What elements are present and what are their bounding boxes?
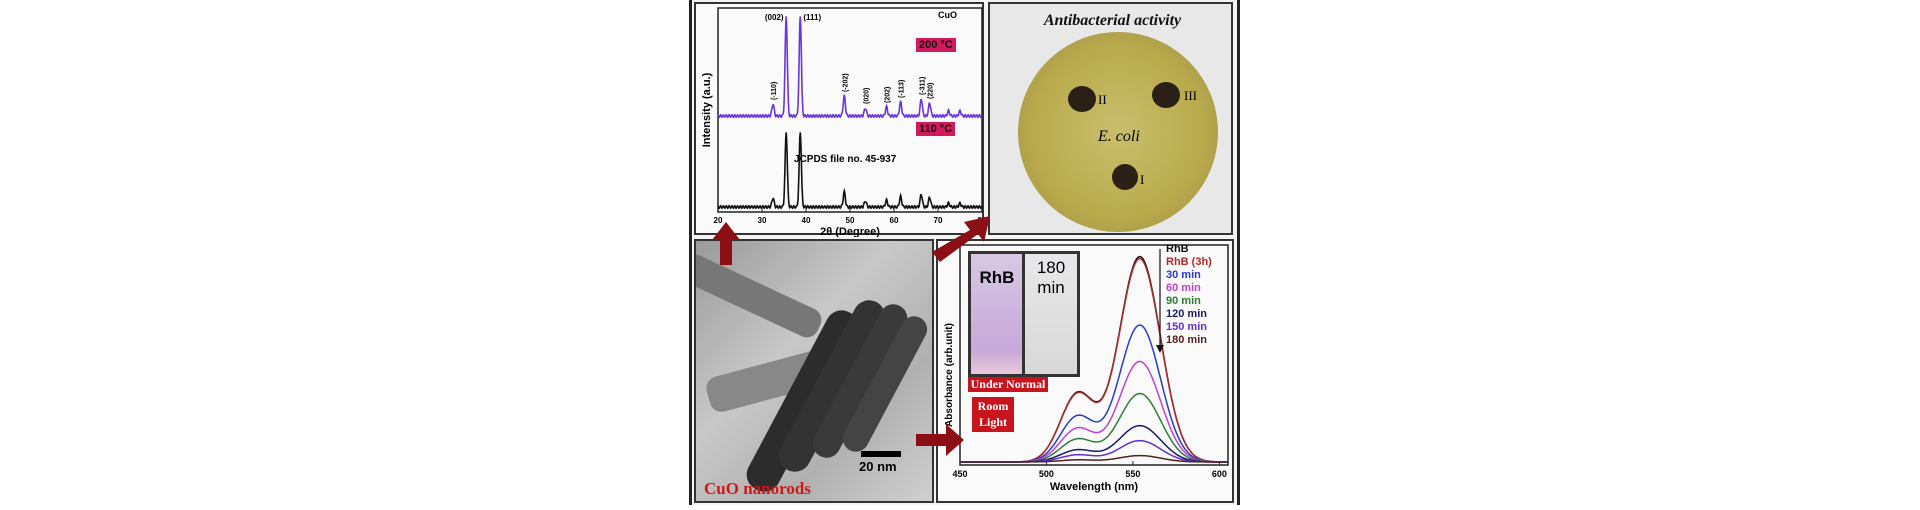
zone-label-1: I [1140, 172, 1145, 187]
legend-item: 120 min [1166, 308, 1207, 320]
x-tick-label: 550 [1125, 469, 1140, 479]
uv-legend: RhB RhB (3h) 30 min 60 min 90 min 120 min 150 … [1166, 243, 1212, 347]
inhibition-zone-2 [1068, 86, 1096, 112]
tem-label: CuO nanorods [704, 479, 811, 498]
peak-label: (-311) [919, 77, 926, 95]
x-tick-label: 70 [934, 216, 943, 225]
x-tick-label: 30 [758, 216, 767, 225]
peak-label: (-110) [771, 82, 778, 100]
legend-item: 90 min [1166, 295, 1201, 307]
peak-label: (002) [765, 13, 784, 22]
peak-label: (220) [928, 83, 935, 99]
peak-label: (111) [803, 13, 821, 22]
uv-curve-180-min [960, 454, 1228, 463]
zone-label-3: III [1184, 88, 1197, 103]
xrd-panel: 203040506070802θ (Degree)Intensity (a.u.… [694, 2, 987, 238]
y-axis-title: Intensity (a.u.) [701, 72, 713, 147]
reference-note: JCPDS file no. 45-937 [794, 154, 897, 165]
zone-label-2: II [1098, 92, 1107, 107]
petri-panel: Antibacterial activity II III I E. coli [988, 2, 1233, 235]
peak-label: (-113) [899, 80, 906, 98]
x-tick-label: 60 [890, 216, 899, 225]
arrow-right-icon [916, 424, 964, 456]
uv-panel: 450 500 550 600 Wavelength (nm) Absorbance (a… [936, 239, 1234, 503]
legend-200c: 200 °C [916, 38, 956, 52]
x-tick-label: 40 [802, 216, 811, 225]
tem-image: 20 nm CuO nanorods [694, 239, 934, 503]
x-tick-label: 500 [1039, 469, 1054, 479]
petri-dish [1018, 32, 1218, 232]
uv-chart: 450 500 550 600 Wavelength (nm) Absorbance (a… [944, 244, 1229, 493]
vial-rhb: RhB [968, 251, 1026, 377]
petri-title: Antibacterial activity [1043, 12, 1182, 29]
scale-bar [861, 451, 901, 457]
legend-item: 30 min [1166, 269, 1201, 281]
vial-180min-label: 180 min [1036, 258, 1066, 297]
legend-110c: 110 °C [916, 122, 956, 136]
legend-item: 150 min [1166, 321, 1207, 333]
xrd-chart: 203040506070802θ (Degree)Intensity (a.u.… [701, 7, 987, 238]
legend-item: RhB (3h) [1166, 256, 1212, 268]
plot-frame [959, 244, 1229, 466]
x-tick-label: 450 [952, 469, 967, 479]
arrows-layer [712, 216, 990, 456]
x-axis-title: 2θ (Degree) [820, 226, 880, 237]
vial-180min: 180 min [1022, 251, 1080, 377]
x-tick-label: 600 [1212, 469, 1227, 479]
arrow-diag-icon [932, 216, 990, 262]
x-axis-title: Wavelength (nm) [1050, 481, 1139, 493]
peak-label: (-202) [842, 73, 849, 92]
xrd-curve-200c [717, 16, 983, 119]
caption-under-normal: Under Normal [968, 377, 1048, 392]
caption-room-light: Room Light [972, 397, 1014, 432]
xrd-curve-110c [717, 132, 983, 210]
chart-title: CuO [938, 10, 957, 20]
legend-item: RhB [1166, 243, 1189, 255]
arrow-up-icon [712, 222, 740, 265]
arrowhead-icon [1156, 345, 1164, 353]
organism-label: E. coli [1098, 128, 1140, 145]
graphical-abstract: 203040506070802θ (Degree)Intensity (a.u.… [689, 0, 1240, 505]
y-axis-title: Absorbance (arb.unit) [944, 323, 955, 427]
peak-label: (202) [885, 87, 892, 103]
scale-label: 20 nm [859, 459, 897, 474]
legend-item: 180 min [1166, 334, 1207, 346]
peak-label: (020) [863, 88, 870, 104]
inhibition-zone-1 [1112, 164, 1138, 190]
vial-rhb-label: RhB [979, 268, 1015, 287]
x-tick-label: 20 [714, 216, 723, 225]
x-tick-label: 50 [846, 216, 855, 225]
legend-item: 60 min [1166, 282, 1201, 294]
inhibition-zone-3 [1152, 82, 1180, 108]
